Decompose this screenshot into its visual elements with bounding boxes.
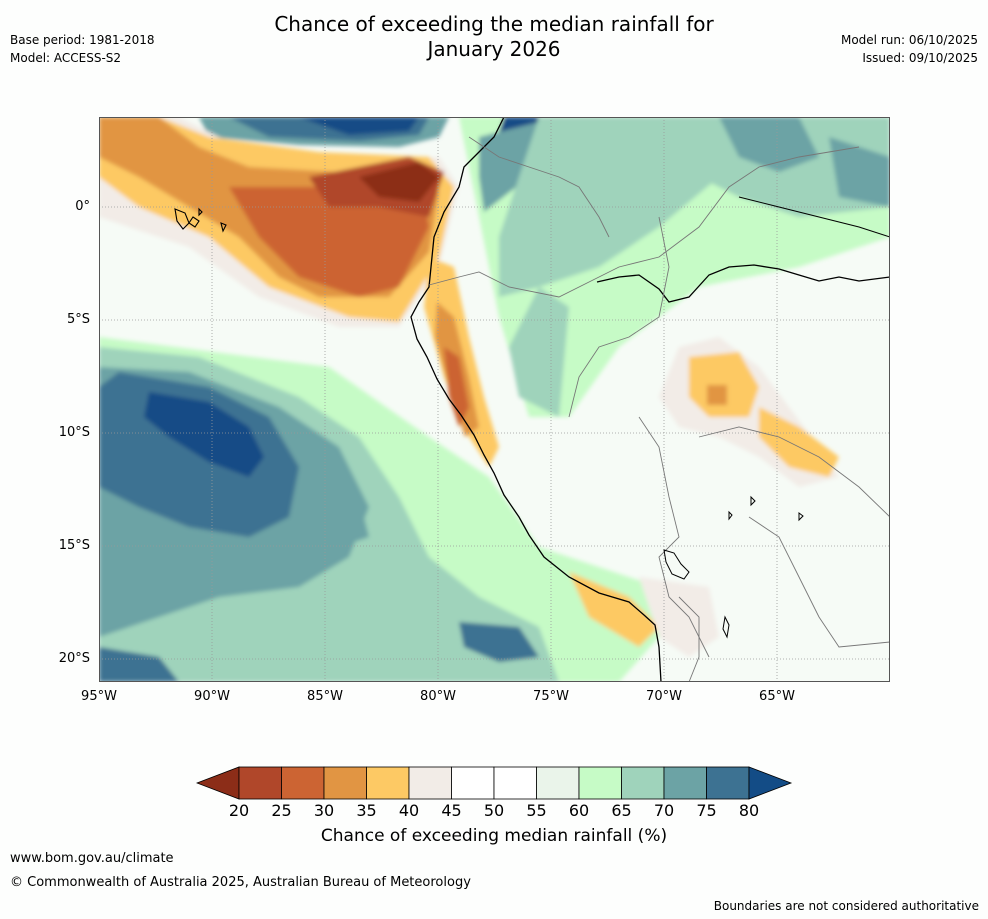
colorbar-tick-20: 20 <box>228 801 250 820</box>
colorbar-swatch <box>238 766 282 800</box>
meta-right: Model run: 06/10/2025 Issued: 09/10/2025 <box>841 31 978 67</box>
colorbar-swatch <box>493 766 537 800</box>
colorbar-tick-25: 25 <box>271 801 292 820</box>
title-line-2: January 2026 <box>427 37 561 61</box>
colorbar-tick-55: 55 <box>526 801 547 820</box>
boundary-disclaimer: Boundaries are not considered authoritat… <box>713 899 979 913</box>
base-period: Base period: 1981-2018 <box>10 33 155 47</box>
x-tick-80w: 80°W <box>420 689 456 704</box>
website-link[interactable]: www.bom.gov.au/climate <box>10 851 174 866</box>
y-tick-0: 0° <box>75 199 90 214</box>
y-tick-5s: 5°S <box>66 312 90 327</box>
y-tick-15s: 15°S <box>58 538 90 553</box>
colorbar-swatch <box>408 766 452 800</box>
y-tick-20s: 20°S <box>58 651 90 666</box>
colorbar-tick-80: 80 <box>738 801 760 820</box>
meta-left: Base period: 1981-2018 Model: ACCESS-S2 <box>10 31 155 67</box>
coastline <box>410 117 662 682</box>
colorbar-tick-45: 45 <box>441 801 462 820</box>
country-boundaries <box>428 136 890 682</box>
colorbar-swatch <box>663 766 707 800</box>
colorbar-arrow-high <box>748 766 793 800</box>
colorbar <box>196 766 793 800</box>
copyright-notice: © Commonwealth of Australia 2025, Austra… <box>10 875 471 890</box>
lake-titicaca <box>663 549 690 580</box>
x-tick-95w: 95°W <box>81 689 117 704</box>
colorbar-tick-70: 70 <box>653 801 675 820</box>
colorbar-arrow-low <box>196 766 240 800</box>
colorbar-tick-35: 35 <box>356 801 377 820</box>
colorbar-tick-50: 50 <box>483 801 505 820</box>
y-tick-10s: 10°S <box>58 425 90 440</box>
probability-field <box>99 117 890 682</box>
colorbar-label: Chance of exceeding median rainfall (%) <box>320 826 668 846</box>
x-tick-90w: 90°W <box>194 689 230 704</box>
colorbar-swatch <box>706 766 750 800</box>
issued-date: Issued: 09/10/2025 <box>862 51 978 65</box>
amazon-river <box>596 264 890 303</box>
colorbar-tick-65: 65 <box>611 801 632 820</box>
colorbar-swatch <box>281 766 325 800</box>
colorbar-tick-75: 75 <box>696 801 717 820</box>
map-title: Chance of exceeding the median rainfall … <box>0 12 988 62</box>
colorbar-swatch <box>578 766 622 800</box>
colorbar-tick-60: 60 <box>568 801 590 820</box>
northern-coast <box>738 196 890 238</box>
colorbar-swatch <box>366 766 410 800</box>
colorbar-swatch <box>621 766 665 800</box>
colorbar-tick-40: 40 <box>398 801 420 820</box>
x-tick-65w: 65°W <box>759 689 795 704</box>
title-line-1: Chance of exceeding the median rainfall … <box>274 12 714 36</box>
colorbar-swatch <box>323 766 367 800</box>
x-tick-75w: 75°W <box>533 689 569 704</box>
graticule <box>99 117 890 682</box>
x-tick-85w: 85°W <box>307 689 343 704</box>
model-name: Model: ACCESS-S2 <box>10 51 122 65</box>
rainfall-map <box>99 117 890 682</box>
colorbar-swatch <box>451 766 495 800</box>
colorbar-tick-30: 30 <box>313 801 335 820</box>
x-tick-70w: 70°W <box>646 689 682 704</box>
colorbar-swatch <box>536 766 580 800</box>
small-lakes <box>722 495 804 639</box>
model-run-date: Model run: 06/10/2025 <box>840 33 978 47</box>
galapagos-islands <box>174 207 227 233</box>
